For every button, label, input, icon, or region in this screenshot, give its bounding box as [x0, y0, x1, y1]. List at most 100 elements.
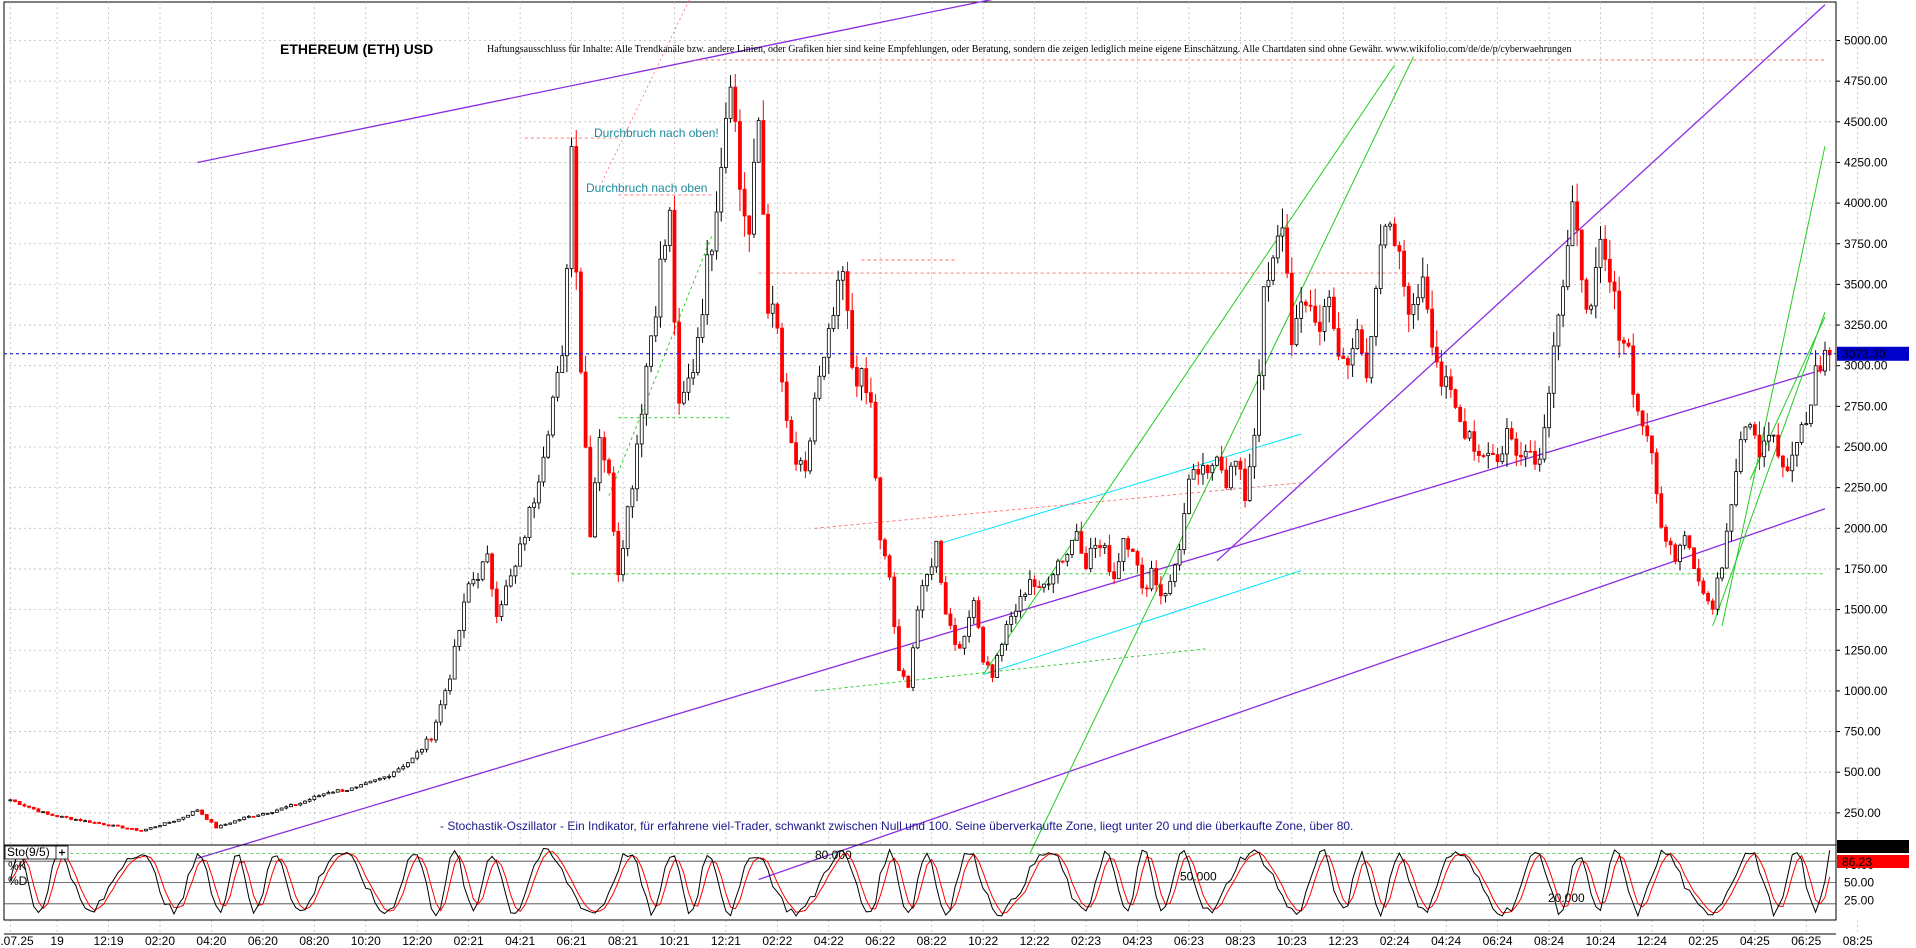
candle-body — [1275, 235, 1280, 259]
candle-body — [967, 617, 972, 637]
candle-body — [125, 827, 130, 830]
candle-body — [560, 355, 565, 374]
candle-body — [766, 213, 770, 314]
candle-body — [1603, 238, 1608, 260]
candle-body — [429, 738, 434, 741]
candle-body — [1177, 549, 1182, 566]
trendline-green-dotted — [608, 235, 713, 496]
y-tick-label: 4750.00 — [1844, 74, 1888, 88]
candle-body — [1079, 531, 1084, 554]
candle-body — [307, 799, 312, 802]
candle-body — [1420, 276, 1425, 299]
x-tick-label: 04:25 — [1740, 934, 1770, 948]
candle-body — [1219, 456, 1224, 471]
candle-body — [1444, 376, 1449, 387]
candle-body — [1116, 561, 1121, 580]
candle-body — [1593, 267, 1598, 307]
candle-body — [1565, 245, 1570, 288]
candle-body — [672, 209, 677, 323]
x-tick-label: 06:24 — [1483, 934, 1513, 948]
chart-title: ETHEREUM (ETH) USD — [280, 41, 433, 57]
candle-body — [742, 188, 747, 217]
candle-body — [1172, 564, 1177, 582]
candle-body — [976, 600, 981, 628]
candle-body — [1107, 545, 1112, 573]
candle-body — [957, 644, 962, 649]
candle-body — [1780, 455, 1785, 468]
candle-body — [906, 675, 911, 688]
candle-body — [1668, 540, 1673, 546]
candle-body — [1696, 568, 1701, 582]
candle-body — [1766, 435, 1771, 442]
plus-icon — [59, 849, 65, 856]
candle-body — [1575, 201, 1580, 231]
candle-body — [1374, 288, 1378, 337]
candle-body — [195, 809, 200, 812]
candle-body — [1378, 244, 1383, 289]
candle-body — [391, 771, 396, 777]
candle-body — [1350, 348, 1355, 366]
candle-body — [265, 812, 270, 815]
y-axis: 5000.00 4750.00 4500.00 4250.00 4000.00 3750.… — [1836, 34, 1888, 820]
candle-body — [555, 372, 560, 398]
candle-body — [953, 625, 957, 645]
candle-body — [546, 434, 551, 458]
candle-body — [1168, 581, 1173, 594]
candle-body — [120, 825, 125, 829]
candle-body — [1196, 469, 1201, 475]
candle-body — [1626, 342, 1631, 347]
y-tick-label: 1000.00 — [1844, 684, 1888, 698]
candle-body — [929, 566, 934, 575]
x-tick-label: 08:20 — [299, 934, 329, 948]
candle-body — [289, 804, 293, 808]
candle-body — [1289, 272, 1294, 346]
candle-body — [490, 553, 494, 590]
x-tick-label: 08:24 — [1534, 934, 1564, 948]
candle-body — [990, 664, 995, 678]
candle-body — [1322, 306, 1327, 332]
candle-body — [597, 437, 602, 484]
candle-body — [471, 579, 476, 585]
candle-body — [8, 799, 13, 802]
candle-body — [1135, 551, 1140, 566]
candle-body — [981, 626, 986, 663]
candle-body — [887, 555, 892, 578]
candle-body — [223, 823, 228, 826]
candle-body — [840, 271, 845, 281]
candle-body — [1542, 427, 1547, 460]
oscillator-d-label: %D — [8, 874, 28, 888]
candle-body — [1785, 466, 1790, 472]
candle-body — [405, 762, 410, 768]
candle-body — [1491, 452, 1495, 456]
candle-body — [1509, 428, 1514, 440]
candle-body — [892, 576, 897, 628]
candle-body — [116, 824, 120, 827]
candle-body — [1271, 257, 1276, 281]
candle-body — [101, 823, 106, 826]
candle-body — [246, 815, 251, 818]
candle-body — [789, 420, 794, 444]
candle-body — [569, 146, 574, 270]
candle-body — [1121, 538, 1126, 563]
x-tick-label: 12:20 — [402, 934, 432, 948]
candle-body — [1425, 276, 1430, 310]
candle-body — [298, 802, 303, 806]
candle-body — [1126, 538, 1131, 550]
candle-body — [1547, 392, 1551, 429]
y-tick-label: 250.00 — [1844, 806, 1881, 820]
candle-body — [359, 784, 364, 788]
x-tick-label: 02:21 — [454, 934, 484, 948]
candle-body — [1112, 571, 1116, 580]
candle-body — [1636, 393, 1640, 412]
y-tick-label: 4000.00 — [1844, 196, 1888, 210]
x-tick-label: 08:23 — [1225, 934, 1255, 948]
candle-body — [1341, 355, 1346, 359]
candle-body — [45, 811, 50, 815]
candle-body — [1023, 593, 1028, 597]
candle-body — [1346, 358, 1350, 366]
candle-body — [349, 787, 354, 791]
candle-body — [214, 821, 219, 829]
candle-body — [340, 789, 345, 792]
candle-body — [1799, 424, 1804, 443]
candle-body — [1280, 227, 1285, 237]
